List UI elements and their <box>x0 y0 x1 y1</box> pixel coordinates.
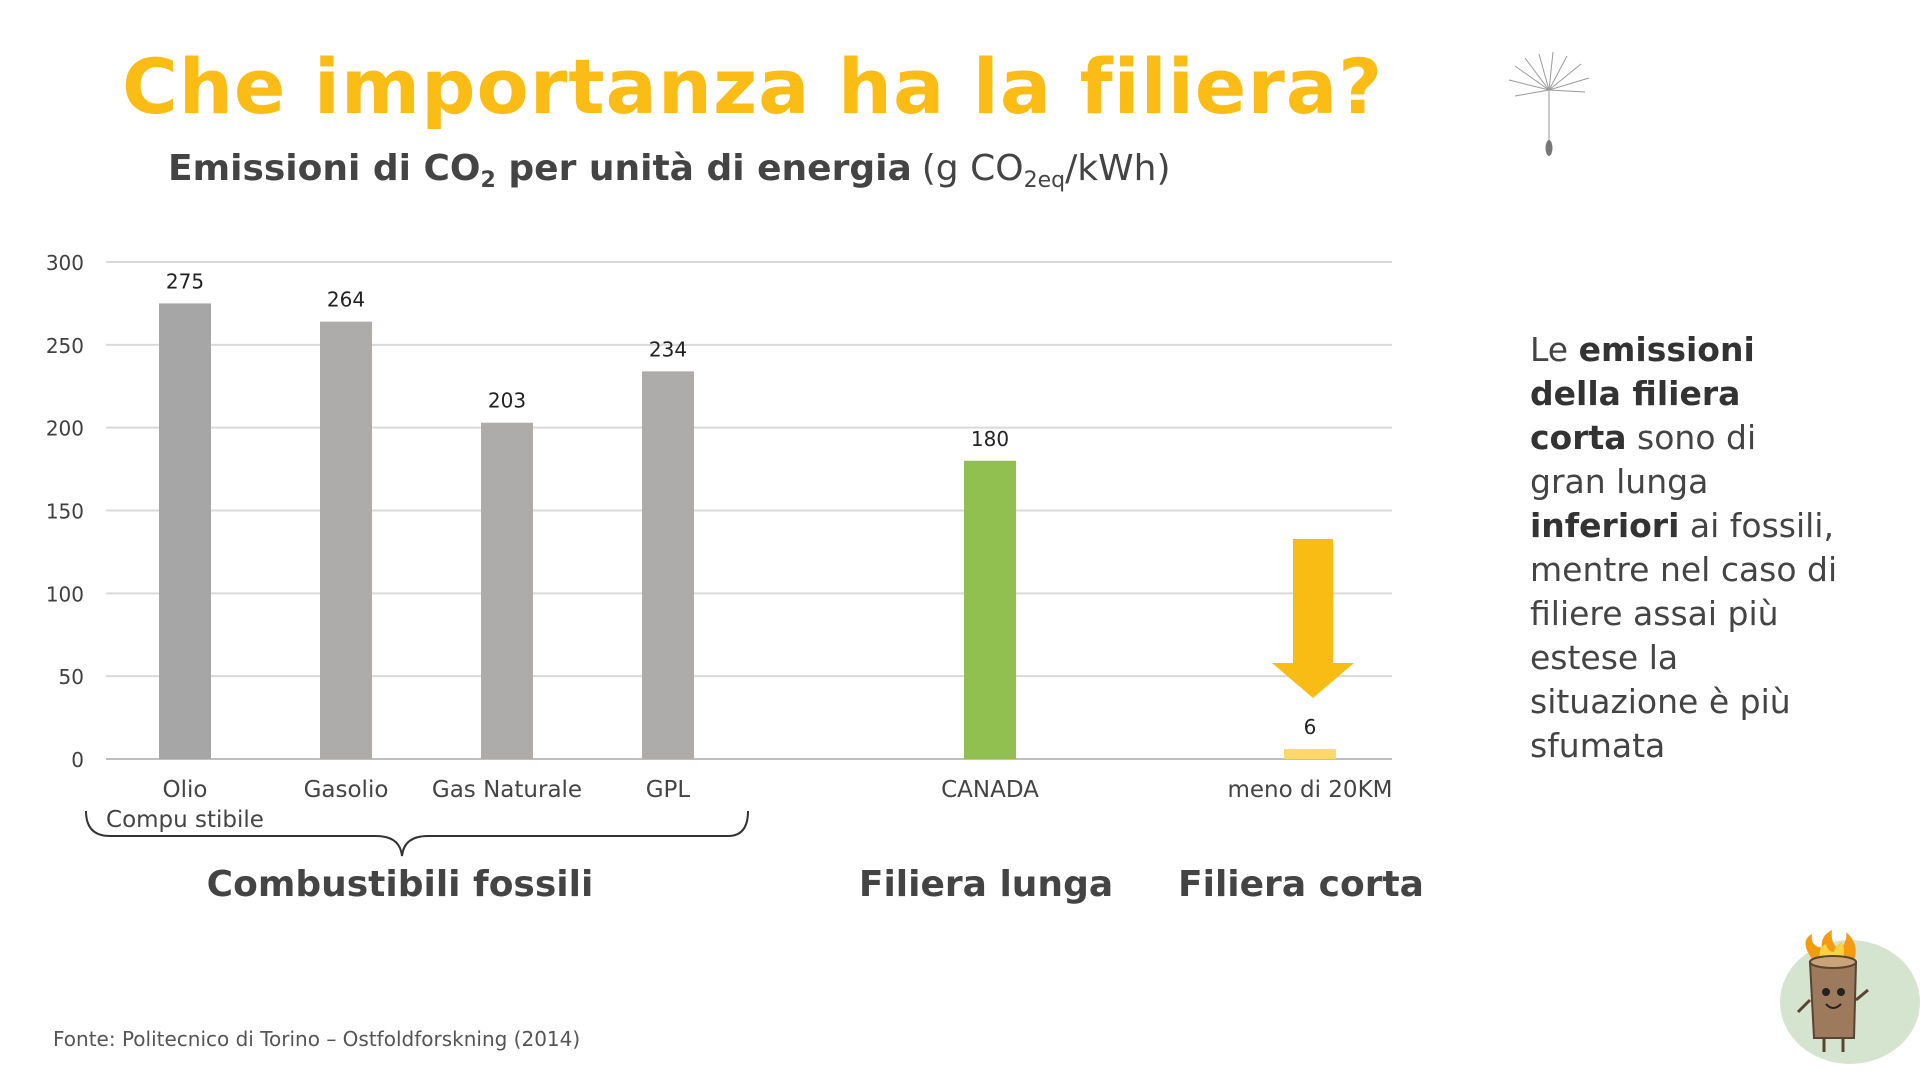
bar-chart: 0 50 100 150 200 250 300 275 264 203 234 180 6 Olio… <box>46 251 1424 905</box>
subtitle-text-b: per unità di energia <box>495 148 912 189</box>
y-tick-label: 100 <box>46 582 84 606</box>
page-title: Che importanza ha la filiera? <box>122 42 1384 131</box>
bar <box>320 321 372 759</box>
data-label: 203 <box>488 389 526 413</box>
subtitle-text-a: Emissioni di CO <box>168 148 481 189</box>
bars <box>159 303 1336 759</box>
side-note: Le emissioni della filiera corta sono di… <box>1530 328 1840 768</box>
y-tick-label: 0 <box>71 748 84 772</box>
y-tick-label: 250 <box>46 334 84 358</box>
side-text-2: sono di gran lunga <box>1530 418 1757 501</box>
side-text-1: Le <box>1530 330 1579 369</box>
data-label: 234 <box>649 337 687 361</box>
downward-arrow-icon <box>1272 539 1354 698</box>
unit-text-b: /kWh) <box>1065 148 1171 189</box>
unit-subscript: 2eq <box>1023 168 1066 193</box>
y-tick-label: 200 <box>46 417 84 441</box>
group-label-short: Filiera corta <box>1178 864 1424 905</box>
grid-lines <box>106 261 1392 760</box>
side-text-3: ai fossili, mentre nel caso di filiere a… <box>1530 506 1838 765</box>
bar <box>964 460 1016 759</box>
bar <box>642 371 694 759</box>
x-tick-label: Compu stibile <box>106 807 264 833</box>
x-tick-label: GPL <box>646 777 691 803</box>
y-axis-ticks: 0 50 100 150 200 250 300 <box>46 251 84 772</box>
data-label: 264 <box>327 288 365 312</box>
side-bold-1: emissioni della filiera corta <box>1530 330 1755 457</box>
x-tick-label: meno di 20KM <box>1227 777 1392 803</box>
fossil-group-brace <box>85 810 749 857</box>
subtitle-unit: (g CO2eq/kWh) <box>921 148 1171 193</box>
data-label: 180 <box>971 427 1009 451</box>
bar <box>1284 749 1336 759</box>
data-labels: 275 264 203 234 180 6 <box>166 269 1316 739</box>
x-tick-label: Gasolio <box>304 777 389 803</box>
subtitle-subscript: 2 <box>480 168 496 193</box>
y-tick-label: 50 <box>59 665 84 689</box>
group-label-fossil: Combustibili fossili <box>207 864 594 905</box>
y-tick-label: 300 <box>46 251 84 275</box>
chart-subtitle: Emissioni di CO2 per unità di energia (g … <box>168 148 1171 193</box>
data-label: 275 <box>166 269 204 293</box>
burning-log-mascot-icon <box>1780 930 1920 1064</box>
y-tick-label: 150 <box>46 500 84 524</box>
bar <box>481 422 533 759</box>
x-tick-label: CANADA <box>941 777 1039 803</box>
group-label-long: Filiera lunga <box>859 864 1113 905</box>
bar <box>159 303 211 759</box>
unit-text-a: (g CO <box>921 148 1024 189</box>
source-note: Fonte: Politecnico di Torino – Ostfoldfo… <box>53 1027 581 1051</box>
x-tick-label: Olio <box>163 777 208 803</box>
side-bold-2: inferiori <box>1530 506 1680 545</box>
category-labels: Olio Compu stibile Gasolio Gas Naturale GPL C… <box>106 777 1392 833</box>
x-tick-label: Gas Naturale <box>432 777 582 803</box>
dandelion-seed-icon <box>1508 51 1590 156</box>
data-label: 6 <box>1304 715 1317 739</box>
